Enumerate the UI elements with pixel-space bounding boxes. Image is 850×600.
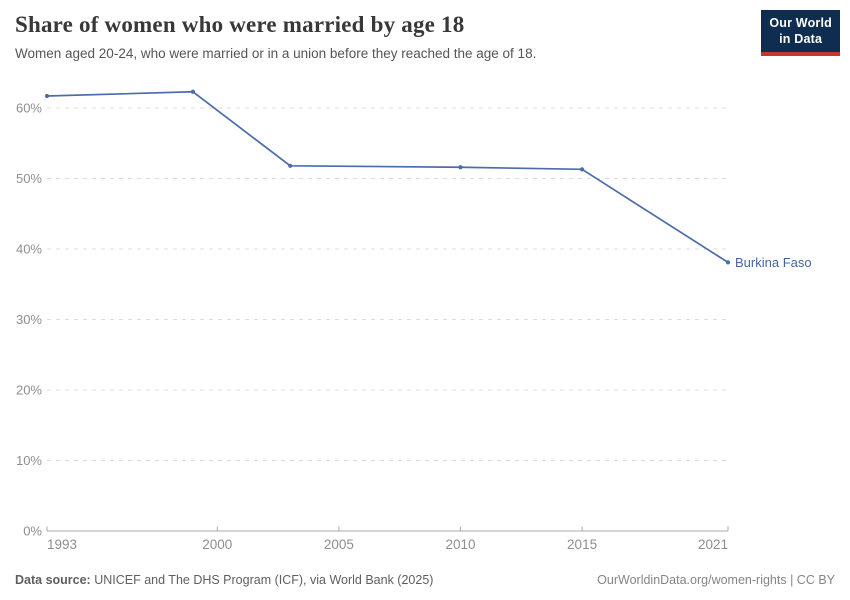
chart-subtitle: Women aged 20-24, who were married or in… xyxy=(15,46,537,61)
page-title: Share of women who were married by age 1… xyxy=(15,12,465,37)
y-axis-tick-label: 20% xyxy=(16,383,42,398)
y-axis-tick-label: 10% xyxy=(16,453,42,468)
y-axis-tick-label: 50% xyxy=(16,171,42,186)
owid-logo[interactable]: Our World in Data xyxy=(761,10,840,56)
entity-label[interactable]: Burkina Faso xyxy=(735,255,812,270)
y-axis-tick-label: 40% xyxy=(16,242,42,257)
data-source-text: UNICEF and The DHS Program (ICF), via Wo… xyxy=(90,573,434,587)
data-point-marker[interactable] xyxy=(725,260,731,265)
data-point-marker[interactable] xyxy=(579,167,585,172)
data-source-label: Data source: xyxy=(15,573,91,587)
x-axis-tick-label: 2015 xyxy=(567,537,597,552)
data-point-marker[interactable] xyxy=(44,93,50,99)
x-axis-tick-label: 2005 xyxy=(324,537,354,552)
y-axis-tick-label: 60% xyxy=(16,101,42,116)
x-axis-tick-label: 1993 xyxy=(47,537,77,552)
series-line[interactable] xyxy=(46,90,729,264)
data-point-marker[interactable] xyxy=(288,163,293,168)
data-source-note: Data source: UNICEF and The DHS Program … xyxy=(15,573,433,587)
footer: Data source: UNICEF and The DHS Program … xyxy=(15,573,835,587)
x-axis-tick-label: 2010 xyxy=(445,537,475,552)
x-axis-tick-label: 2000 xyxy=(202,537,232,552)
y-axis-tick-label: 30% xyxy=(16,312,42,327)
owid-logo-line1: Our World xyxy=(769,16,832,30)
data-point-marker[interactable] xyxy=(458,165,463,170)
data-point-marker[interactable] xyxy=(190,89,196,94)
chart-header: Share of women who were married by age 1… xyxy=(15,12,755,61)
credit-link[interactable]: OurWorldinData.org/women-rights | CC BY xyxy=(597,573,835,587)
x-axis-tick-label: 2021 xyxy=(698,537,728,552)
y-axis-tick-label: 0% xyxy=(23,524,42,539)
owid-logo-line2: in Data xyxy=(779,32,823,47)
